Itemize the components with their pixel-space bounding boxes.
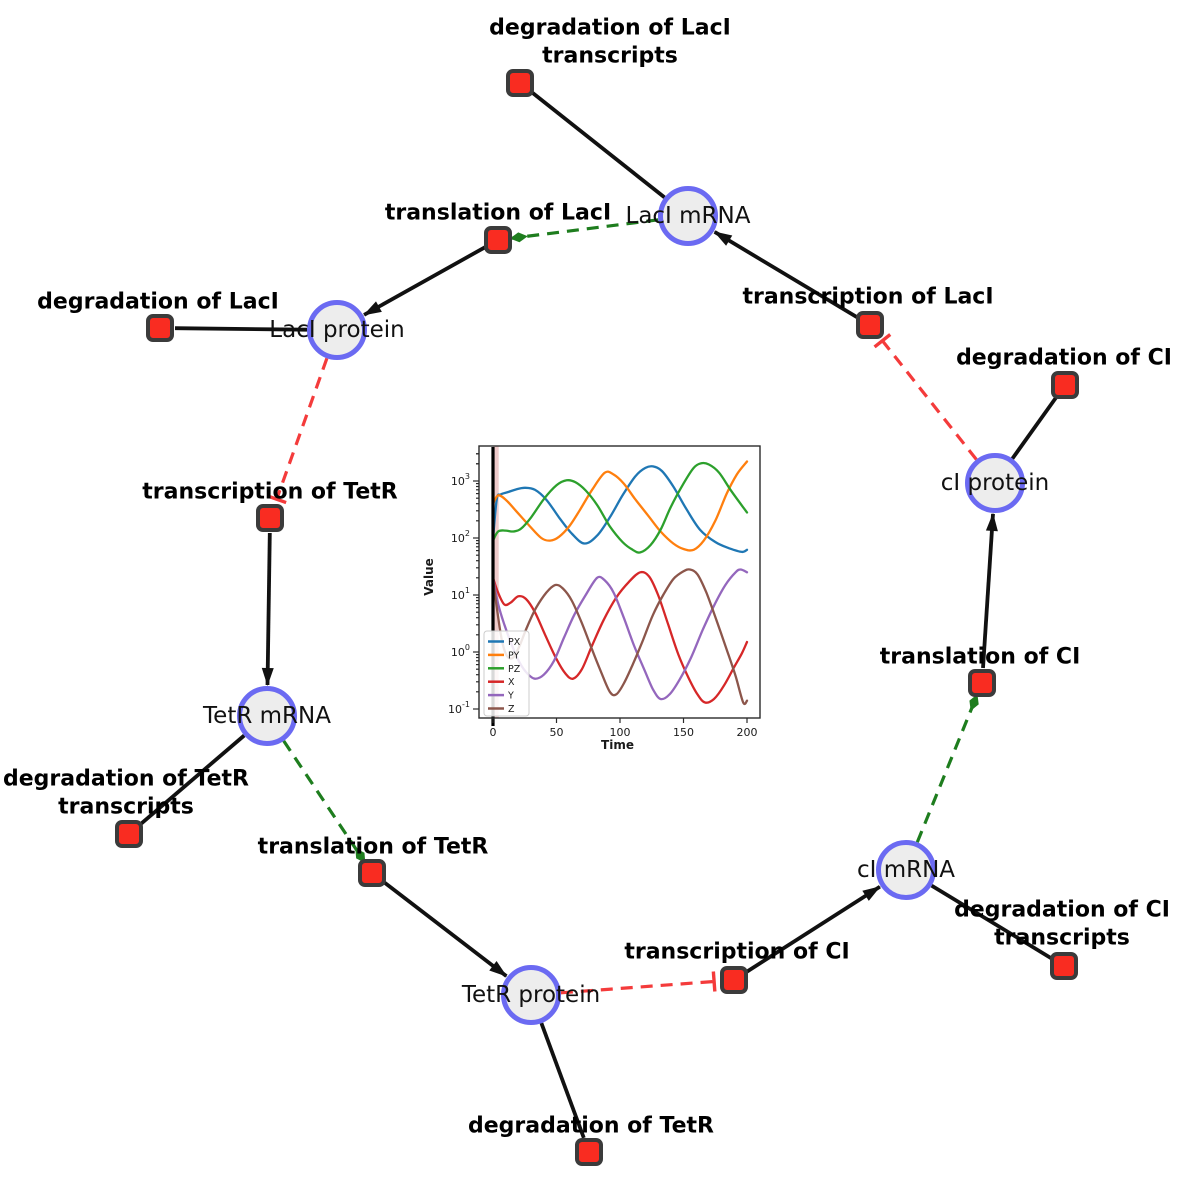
- legend-frame: [483, 630, 530, 717]
- reaction-label-degradation-of-ci: degradation of CI: [956, 346, 1172, 371]
- x-tick-label: 50: [550, 726, 564, 739]
- species-label-tetr-mrna: TetR mRNA: [202, 703, 331, 729]
- reaction-label-transcription-of-tetr: transcription of TetR: [142, 480, 398, 505]
- reaction-node-transcription-of-ci: [720, 966, 748, 994]
- reaction-label-translation-of-laci: translation of LacI: [385, 201, 611, 226]
- x-tick-label: 200: [737, 726, 758, 739]
- legend-label-Y: Y: [507, 691, 514, 702]
- edge-link-tetr-mrna-to-degradation-of-tetr-transcripts: [139, 734, 246, 826]
- species-label-ci-protein: cI protein: [941, 470, 1050, 496]
- reaction-label-degradation-of-laci-transcripts: degradation of LacI transcripts: [489, 16, 731, 69]
- reaction-node-translation-of-tetr: [358, 859, 386, 887]
- reaction-node-degradation-of-laci-transcripts: [506, 69, 534, 97]
- species-node-laci-mrna: [658, 186, 718, 246]
- legend: PX PY PZ XYZ: [483, 630, 530, 717]
- reaction-label-translation-of-ci: translation of CI: [880, 645, 1081, 670]
- edge-link-ci-mrna-to-degradation-of-ci-transcripts: [930, 883, 1053, 960]
- legend-label-PZ: PZ: [508, 664, 521, 675]
- network-edges: [139, 90, 1058, 1139]
- reaction-label-degradation-of-tetr: degradation of TetR: [468, 1114, 714, 1139]
- reaction-node-transcription-of-tetr: [256, 504, 284, 532]
- x-axis-label: Time: [601, 738, 634, 752]
- x-tick-label: 150: [673, 726, 694, 739]
- species-label-ci-mrna: cI mRNA: [857, 857, 955, 883]
- reaction-node-degradation-of-tetr-transcripts: [115, 820, 143, 848]
- y-axis-label: Value: [422, 558, 436, 596]
- reaction-node-degradation-of-ci-transcripts: [1050, 952, 1078, 980]
- edge-production-translation-of-tetr-to-tetr-protein: [382, 880, 508, 978]
- edge-link-laci-mrna-to-degradation-of-laci-transcripts: [530, 90, 666, 199]
- x-tick-label: 100: [610, 726, 631, 739]
- network-nodes: [115, 69, 1079, 1166]
- species-label-laci-mrna: LacI mRNA: [626, 203, 751, 229]
- species-node-tetr-mrna: [237, 686, 297, 746]
- reaction-label-transcription-of-laci: transcription of LacI: [742, 285, 993, 310]
- network-labels: LacI mRNA LacI protein TetR mRNA TetR prote…: [3, 16, 1172, 1139]
- series-Z: [491, 568, 749, 706]
- edge-modifier-tetr-mrna-to-translation-of-tetr: [282, 740, 366, 864]
- series-Y: [491, 568, 749, 701]
- species-node-ci-protein: [965, 453, 1025, 513]
- y-tick-label: 103: [451, 472, 470, 488]
- legend-label-PY: PY: [508, 650, 520, 661]
- species-node-laci-protein: [307, 300, 367, 360]
- y-tick-label: 101: [451, 586, 470, 602]
- edge-inhibition-laci-protein-to-transcription-of-tetr: [266, 357, 329, 505]
- series-X: [491, 570, 749, 704]
- species-label-laci-protein: LacI protein: [269, 317, 404, 343]
- edge-production-translation-of-ci-to-ci-protein: [981, 512, 998, 669]
- edge-production-transcription-of-laci-to-laci-mrna: [713, 230, 859, 319]
- legend-label-PX: PX: [508, 637, 521, 648]
- edge-production-translation-of-laci-to-laci-protein: [363, 245, 486, 317]
- edge-inhibition-tetr-protein-to-transcription-of-ci: [560, 971, 717, 995]
- reaction-node-degradation-of-laci: [146, 314, 174, 342]
- edge-production-transcription-of-tetr-to-tetr-mrna: [261, 532, 274, 686]
- legend-label-Z: Z: [508, 704, 515, 715]
- y-tick-label: 100: [451, 643, 470, 659]
- legend-label-X: X: [508, 677, 515, 688]
- reaction-label-degradation-of-tetr-transcripts: degradation of TetR transcripts: [3, 767, 249, 820]
- x-tick-label: 0: [490, 726, 497, 739]
- series-PY: [491, 460, 749, 552]
- reaction-label-translation-of-tetr: translation of TetR: [258, 835, 489, 860]
- edge-modifier-laci-mrna-to-translation-of-laci: [509, 218, 659, 243]
- time-series-plot: 0 50 100 150 20010-1100101102103TimeValuePXP…: [422, 445, 761, 752]
- reaction-node-translation-of-ci: [968, 669, 996, 697]
- reaction-node-translation-of-laci: [484, 226, 512, 254]
- edge-link-ci-protein-to-degradation-of-ci: [1010, 396, 1058, 460]
- transient-band: [493, 446, 499, 718]
- reaction-label-degradation-of-laci: degradation of LacI: [37, 290, 279, 315]
- reaction-node-degradation-of-tetr: [575, 1138, 603, 1166]
- edge-link-tetr-protein-to-degradation-of-tetr: [539, 1022, 586, 1139]
- series-PZ: [491, 461, 749, 554]
- edge-inhibition-ci-protein-to-transcription-of-laci: [873, 333, 978, 461]
- reaction-node-degradation-of-ci: [1051, 371, 1079, 399]
- y-tick-label: 102: [451, 529, 470, 545]
- reaction-label-transcription-of-ci: transcription of CI: [624, 940, 849, 965]
- series-PX: [491, 465, 749, 554]
- species-label-tetr-protein: TetR protein: [461, 982, 600, 1008]
- reaction-label-degradation-of-ci-transcripts: degradation of CI transcripts: [954, 898, 1170, 951]
- species-node-ci-mrna: [876, 840, 936, 900]
- reaction-node-transcription-of-laci: [856, 311, 884, 339]
- y-tick-label: 10-1: [448, 700, 470, 716]
- edge-production-transcription-of-ci-to-ci-mrna: [745, 885, 881, 974]
- edge-modifier-ci-mrna-to-translation-of-ci: [915, 694, 979, 843]
- edge-link-laci-protein-to-degradation-of-laci: [174, 326, 308, 332]
- species-node-tetr-protein: [501, 965, 561, 1025]
